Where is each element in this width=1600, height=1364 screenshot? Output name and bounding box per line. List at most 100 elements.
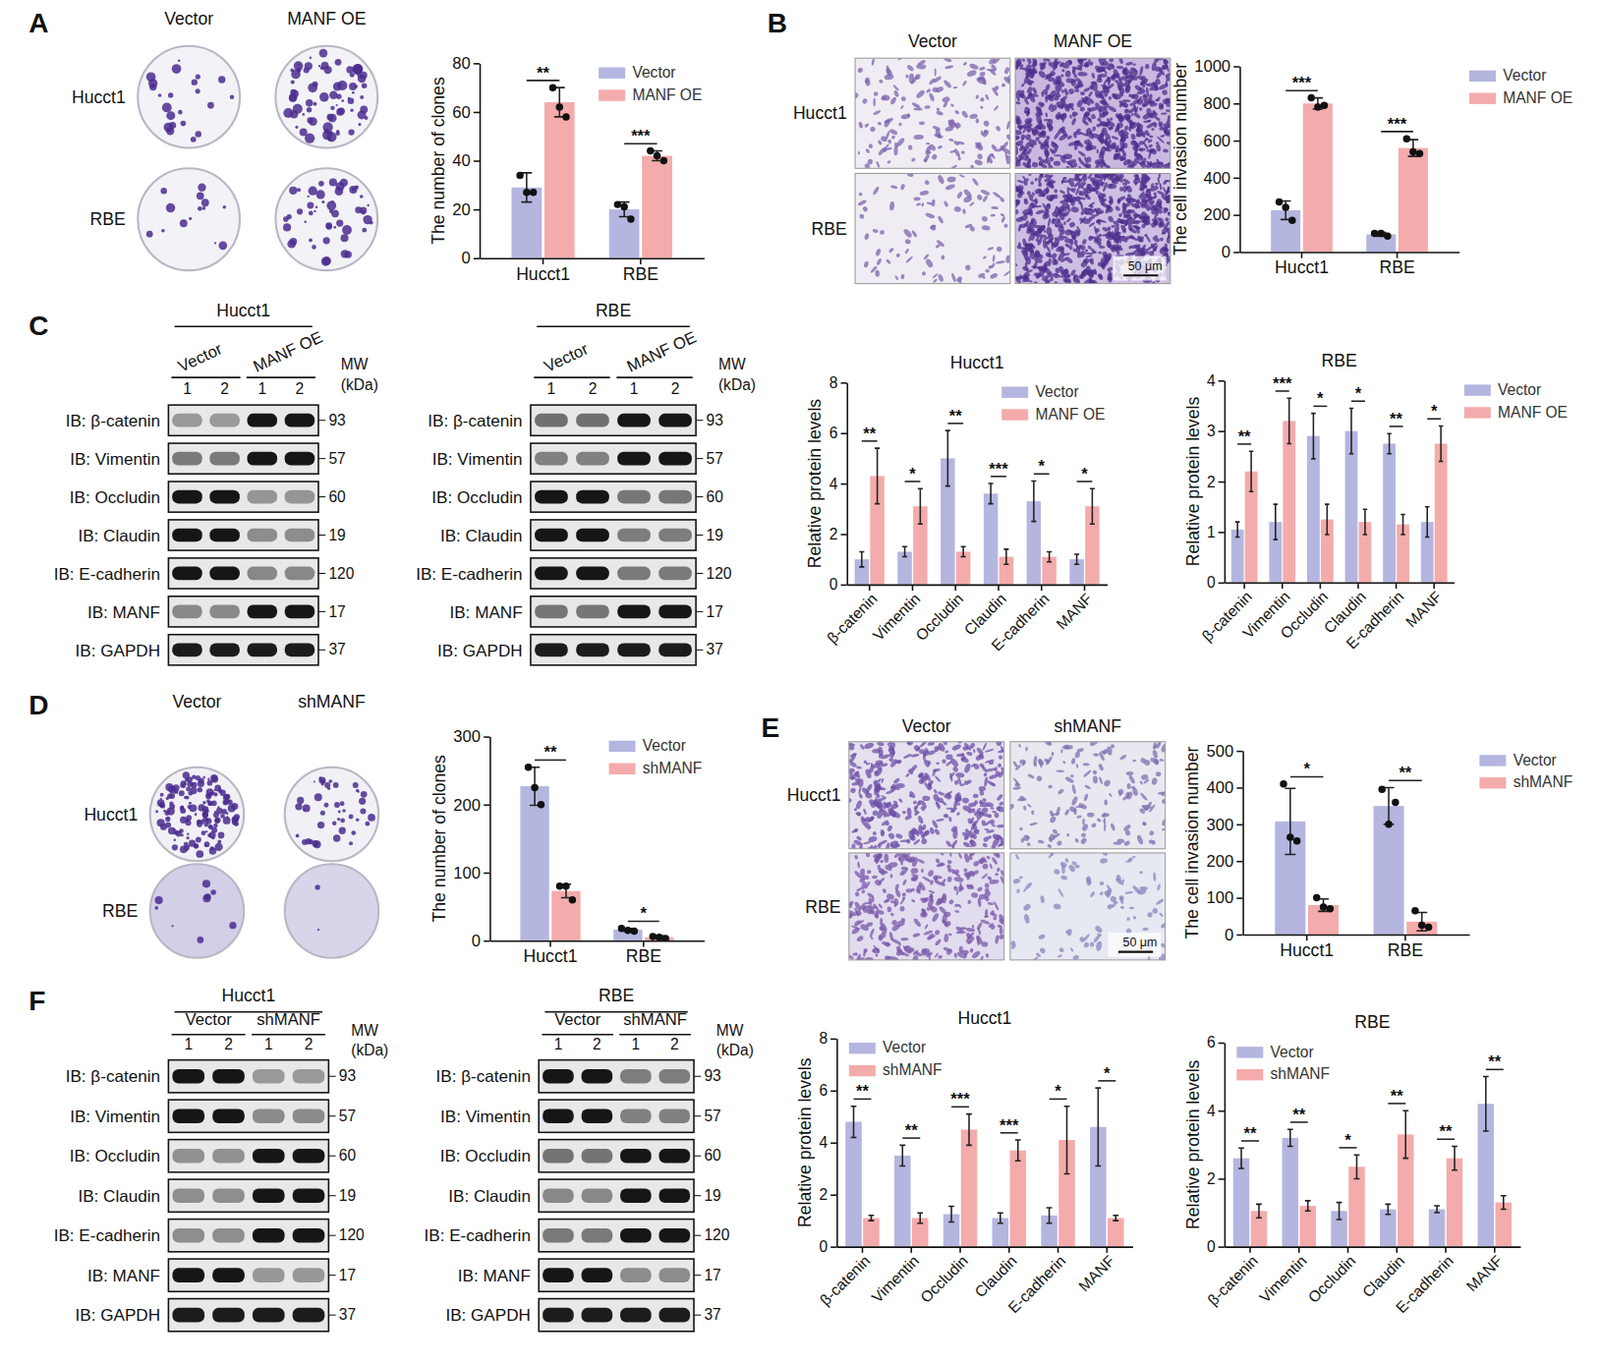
cell <box>1116 65 1124 70</box>
cell <box>1097 111 1109 119</box>
cell <box>984 93 990 101</box>
cell <box>1142 213 1148 220</box>
cell <box>1075 185 1082 196</box>
colony <box>288 93 297 102</box>
colony <box>197 780 205 788</box>
cell <box>1138 147 1144 153</box>
cell <box>1123 113 1133 121</box>
colony <box>148 78 158 88</box>
cell <box>934 85 945 94</box>
cell <box>1060 206 1068 214</box>
colony <box>337 80 347 91</box>
cell <box>1020 89 1026 99</box>
cell <box>937 273 945 283</box>
cell <box>1149 242 1158 253</box>
colony <box>299 127 308 136</box>
cell <box>990 206 999 211</box>
cell <box>1024 116 1034 125</box>
colony <box>208 792 212 796</box>
cell <box>1162 57 1167 65</box>
cell <box>1134 181 1138 186</box>
cell <box>1124 185 1130 191</box>
cell <box>1084 207 1094 213</box>
colony <box>366 204 370 208</box>
cell <box>991 57 1001 65</box>
colony <box>214 810 217 813</box>
cell <box>1064 242 1072 248</box>
colony <box>185 836 189 840</box>
cell <box>1015 199 1022 210</box>
colony <box>336 104 339 107</box>
cell <box>1073 239 1078 245</box>
colony <box>340 818 345 824</box>
cell <box>1103 131 1112 141</box>
cell <box>1086 172 1094 179</box>
row-label: RBE <box>102 901 138 921</box>
cell <box>1055 113 1063 121</box>
cell <box>973 159 984 168</box>
cell <box>1044 112 1048 117</box>
plate <box>275 46 378 149</box>
micrograph <box>1015 172 1171 284</box>
colony <box>233 813 240 820</box>
cell <box>1074 174 1084 183</box>
colony <box>351 186 356 191</box>
cell <box>866 158 874 166</box>
cell <box>1025 133 1032 141</box>
cell <box>1025 96 1030 101</box>
cell <box>1060 175 1066 184</box>
cell <box>1060 223 1065 228</box>
cell <box>1162 148 1169 154</box>
cell <box>910 74 919 85</box>
cell <box>944 182 956 191</box>
colony <box>321 200 325 204</box>
cell <box>926 759 933 766</box>
cell <box>1077 196 1086 201</box>
cell <box>1071 187 1078 192</box>
colony <box>361 228 367 233</box>
panel-letter: F <box>28 985 46 1017</box>
colony <box>334 801 341 808</box>
cell <box>1122 142 1129 149</box>
cell <box>874 270 880 278</box>
cell <box>1053 188 1059 194</box>
colony <box>326 131 337 142</box>
colony <box>348 813 354 819</box>
cell <box>1124 74 1131 79</box>
colony <box>161 228 166 233</box>
cell <box>1147 143 1153 149</box>
colony <box>351 91 355 95</box>
cell <box>1161 178 1168 185</box>
cell <box>1159 134 1166 139</box>
cell <box>1031 200 1039 210</box>
colony <box>313 840 322 849</box>
colony <box>335 58 343 66</box>
cell <box>962 194 973 204</box>
cell <box>900 105 906 111</box>
cell <box>1147 111 1156 118</box>
cell <box>1164 217 1170 223</box>
cell <box>971 176 979 186</box>
cell <box>918 120 925 125</box>
cell <box>1119 224 1128 234</box>
cell <box>1118 91 1125 99</box>
colony <box>193 844 198 849</box>
panel-letter: C <box>28 310 49 342</box>
cell <box>1138 86 1147 95</box>
colony <box>223 794 230 801</box>
colony <box>218 75 226 83</box>
plate-image <box>285 767 380 862</box>
cell <box>1050 217 1057 225</box>
cell <box>1095 232 1103 239</box>
cell <box>1128 93 1132 98</box>
colony <box>210 774 219 783</box>
cell <box>934 128 942 138</box>
cell <box>1132 62 1137 66</box>
cell <box>1048 271 1054 283</box>
cell <box>1043 278 1050 284</box>
cell <box>915 202 922 207</box>
row-label: RBE <box>90 209 126 229</box>
cell <box>883 73 894 81</box>
cell <box>1097 251 1102 255</box>
colony <box>306 202 314 210</box>
